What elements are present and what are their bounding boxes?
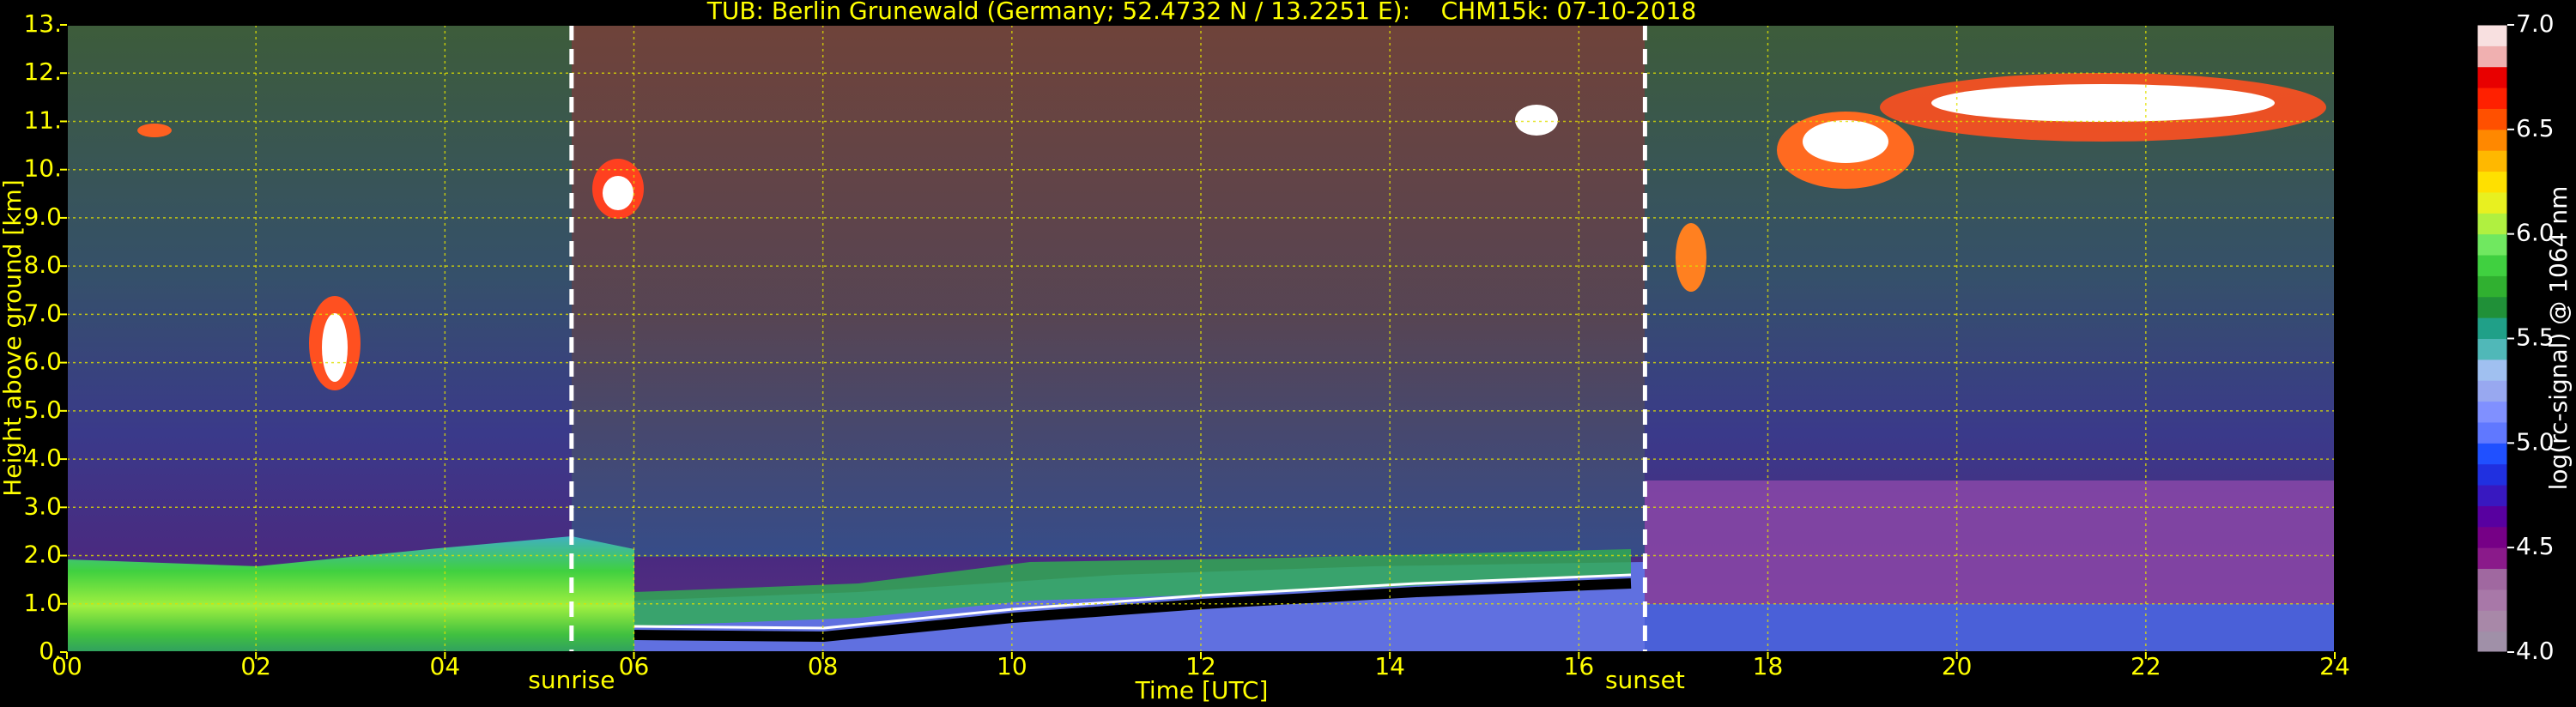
colorbar-swatch [2477,463,2507,486]
cloud-base-line [633,578,1632,643]
y-tick-label: 10. [23,154,62,183]
colorbar-tick-label: 6.5 [2516,114,2555,142]
colorbar-tick-label: 7.0 [2516,9,2555,38]
colorbar-tick-label: 5.5 [2516,323,2555,352]
y-tick-label: 1.0 [23,589,62,617]
colorbar-swatch [2477,129,2507,151]
y-tick-label: 3.0 [23,492,62,520]
x-axis-label: Time [UTC] [1135,676,1269,704]
x-tick-label: 12 [1185,652,1216,680]
x-tick-label: 00 [52,652,82,680]
colorbar-swatch [2477,275,2507,298]
night-boundary-layer [67,536,634,652]
x-tick-label: 20 [1942,652,1973,680]
y-tick-label: 12. [23,57,62,86]
colorbar-swatch [2477,505,2507,528]
colorbar-tick-label: 4.5 [2516,532,2555,560]
x-tick-label: 02 [240,652,271,680]
colorbar-swatch [2477,547,2507,570]
colorbar-swatch [2477,191,2507,214]
colorbar-tick-label: 4.0 [2516,637,2555,665]
cloud [1803,120,1888,163]
colorbar-label: log(rc-signal) @ 1064 nm [2544,186,2573,491]
y-tick-label: 4.0 [23,444,62,472]
y-tick-label: 11. [23,106,62,134]
cloud-top-line [633,573,1632,630]
cloud [603,176,633,210]
cloud [322,313,348,382]
colorbar-swatch [2477,401,2507,423]
x-tick-label: 04 [430,652,461,680]
colorbar-swatch [2477,108,2507,130]
colorbar-swatch [2477,25,2507,46]
colorbar-swatch [2477,421,2507,444]
colorbar-swatch [2477,485,2507,506]
colorbar-swatch [2477,610,2507,632]
y-tick-label: 9.0 [23,202,62,231]
evening-surface [1645,604,2335,652]
x-tick-label: 10 [997,652,1027,680]
colorbar-swatch [2477,359,2507,381]
colorbar-swatch [2477,233,2507,256]
cloud [1515,105,1558,136]
colorbar-swatch [2477,589,2507,611]
y-tick-label: 13. [23,9,62,38]
y-tick-label: 6.0 [23,347,62,376]
colorbar-swatch [2477,338,2507,360]
colorbar: 4.0 4.5 5.0 5.5 6.0 6.5 7.0 [2476,9,2555,665]
y-axis-label: Height above ground [km] [0,179,27,497]
annotations: sunrise sunset [528,25,1685,694]
colorbar-swatch [2477,255,2507,276]
colorbar-swatch [2477,380,2507,402]
colorbar-swatch [2477,213,2507,235]
colorbar-swatch [2477,66,2507,88]
x-tick-label: 24 [2319,652,2350,680]
y-tick-label: 2.0 [23,541,62,569]
y-tick-label: 0. [39,637,62,665]
colorbar-swatch [2477,568,2507,590]
annotation-label: sunrise [528,666,615,694]
x-tick-label: 06 [619,652,650,680]
colorbar-swatch [2477,45,2507,68]
daytime-field [572,25,1645,557]
colorbar-tick-label: 5.0 [2516,427,2555,456]
cloud [137,124,172,137]
colorbar-tick-label: 6.0 [2516,219,2555,247]
x-tick-label: 08 [808,652,839,680]
cloud [1931,84,2275,122]
cloud [1676,223,1706,292]
colorbar-swatch [2477,317,2507,339]
y-tick-label: 8.0 [23,251,62,279]
x-tick-label: 18 [1753,652,1784,680]
y-tick-label: 7.0 [23,299,62,327]
day-aerosol [634,549,1631,626]
annotation-label: sunset [1605,666,1685,694]
x-tick-label: 16 [1564,652,1595,680]
chart-title: TUB: Berlin Grunewald (Germany; 52.4732 … [706,0,1697,25]
colorbar-swatch [2477,171,2507,193]
colorbar-swatch [2477,296,2507,318]
x-tick-label: 22 [2131,652,2161,680]
y-tick-label: 5.0 [23,396,62,424]
x-tick-label: 14 [1374,652,1405,680]
axes: 00 02 04 06 08 10 12 14 16 18 20 22 24 0. 1.0 2.0 3.0 4.0… [23,9,2349,680]
colorbar-swatch [2477,88,2507,109]
colorbar-swatch [2477,631,2507,653]
colorbar-swatch [2477,443,2507,465]
colorbar-swatch [2477,526,2507,548]
colorbar-swatch [2477,150,2507,172]
evening-layer [1645,480,2335,609]
